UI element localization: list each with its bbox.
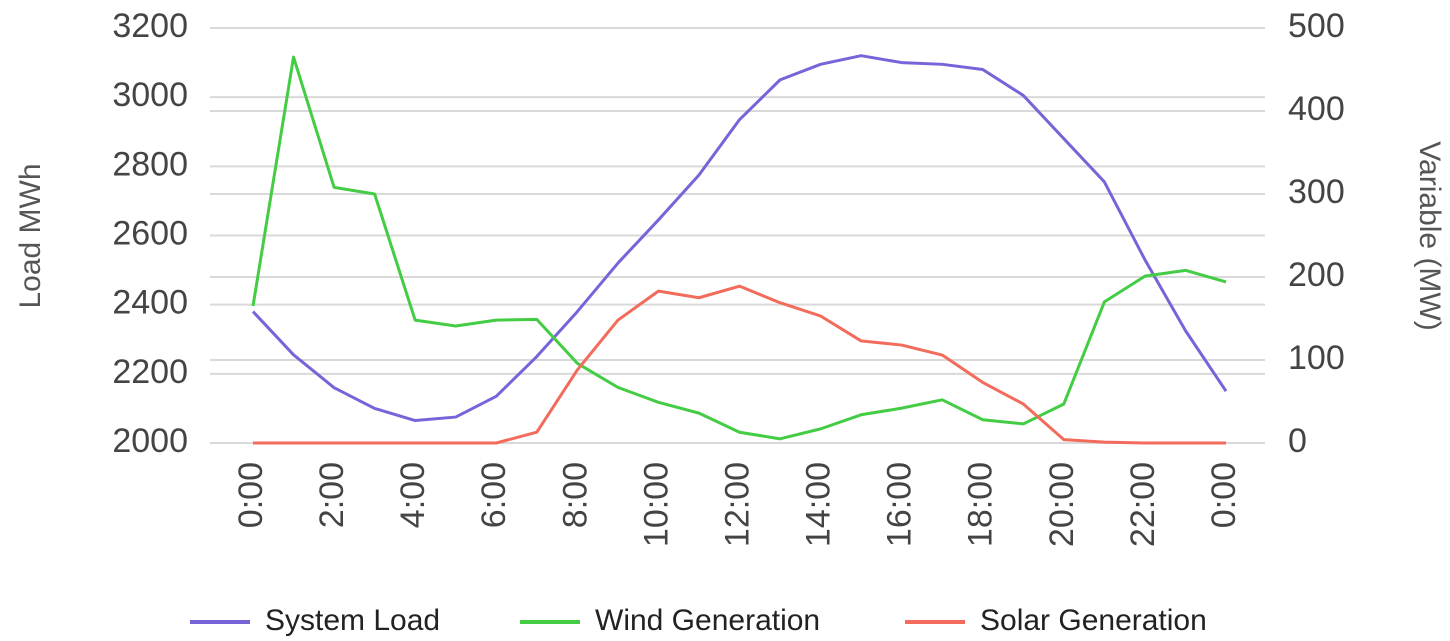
y2-tick-label: 0 [1288,422,1307,460]
y-tick-label: 3000 [112,76,188,114]
x-tick-label: 0:00 [232,462,270,528]
legend-label: Solar Generation [980,604,1207,637]
x-tick-label: 14:00 [800,462,838,547]
y-tick-label: 3200 [112,7,188,45]
x-tick-label: 12:00 [718,462,756,547]
x-tick-label: 22:00 [1124,462,1162,547]
y2-tick-label: 100 [1288,339,1345,377]
y2-tick-label: 300 [1288,173,1345,211]
x-tick-label: 0:00 [1205,462,1243,528]
y-tick-label: 2800 [112,145,188,183]
line-series [251,54,1228,423]
y2-axis-title: Variable (MW) [1413,141,1446,330]
line-series [253,284,1226,445]
y-tick-label: 2000 [112,422,188,460]
y2-tick-label: 400 [1288,90,1345,128]
y-tick-label: 2600 [112,214,188,252]
x-tick-label: 8:00 [556,462,594,528]
x-tick-label: 20:00 [1043,462,1081,547]
legend-label: System Load [265,604,440,637]
x-tick-label: 10:00 [637,462,675,547]
x-tick-label: 4:00 [394,462,432,528]
x-tick-label: 16:00 [881,462,919,547]
y2-tick-label: 200 [1288,256,1345,294]
y2-tick-label: 500 [1288,7,1345,45]
line-series [251,55,1227,441]
y-axis-title: Load MWh [14,163,47,308]
y-tick-label: 2200 [112,353,188,391]
x-tick-label: 6:00 [475,462,513,528]
x-tick-label: 18:00 [962,462,1000,547]
y-tick-label: 2400 [112,284,188,322]
x-tick-label: 2:00 [313,462,351,528]
legend-label: Wind Generation [595,604,820,637]
